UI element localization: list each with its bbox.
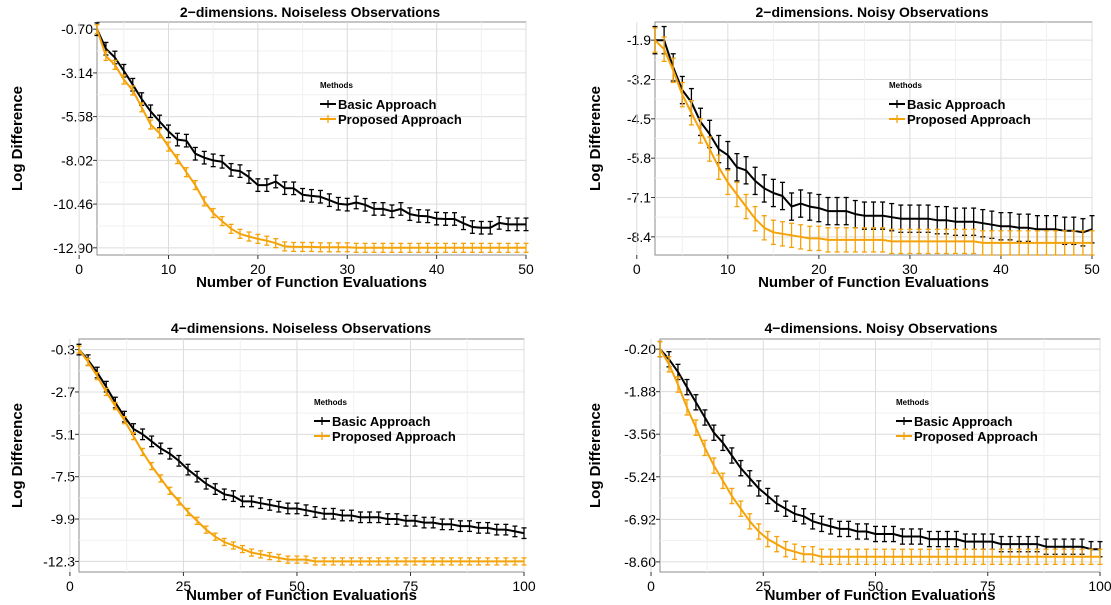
x-axis-label: Number of Function Evaluations — [196, 274, 427, 291]
series-basic — [94, 22, 529, 235]
series-proposed — [657, 340, 1103, 566]
series-line — [655, 39, 1093, 234]
legend-label: Proposed Approach — [914, 429, 1038, 444]
legend-label: Basic Approach — [338, 97, 437, 112]
legend-title: Methods — [889, 81, 922, 90]
chart-panel-2: -1.9 -3.2 -4.5 -5.8 -7.1 -8.4 0 10 20 30 40 50 2−dim… — [587, 4, 1100, 291]
x-tick-label: 0 — [647, 578, 655, 594]
y-tick-label: -12.90 — [53, 240, 93, 256]
series-proposed — [76, 345, 527, 566]
x-axis-label: Number of Function Evaluations — [758, 274, 989, 291]
y-tick-label: -3.14 — [61, 65, 93, 81]
x-tick-label: 0 — [633, 261, 641, 277]
chart-title: 2−dimensions. Noisy Observations — [755, 4, 988, 20]
x-tick-label: 50 — [868, 578, 884, 594]
y-tick-label: -0.70 — [61, 21, 93, 37]
y-tick-label: -0.20 — [624, 341, 656, 357]
x-tick-label: 30 — [902, 261, 918, 277]
x-tick-label: 40 — [429, 261, 445, 277]
x-tick-label: 10 — [161, 261, 177, 277]
legend-title: Methods — [320, 81, 353, 90]
x-tick-label: 50 — [289, 578, 305, 594]
chart-panel-1: -0.70 -3.14 -5.58 -8.02 -10.46 -12.90 0 10 20 30 4… — [9, 4, 534, 291]
x-tick-label: 10 — [720, 261, 736, 277]
x-axis-label: Number of Function Evaluations — [765, 587, 996, 604]
legend-label: Basic Approach — [914, 414, 1013, 429]
y-tick-label: -0.3 — [51, 342, 75, 358]
series-line — [78, 349, 524, 563]
legend-label: Basic Approach — [907, 97, 1006, 112]
y-tick-label: -5.1 — [51, 426, 75, 442]
y-tick-label: -5.58 — [61, 109, 93, 125]
series-line — [654, 39, 1092, 244]
y-axis-label: Log Difference — [9, 86, 26, 191]
y-tick-label: -2.7 — [51, 384, 75, 400]
x-tick-label: 50 — [1084, 261, 1100, 277]
y-tick-label: -6.92 — [624, 511, 656, 527]
chart-title: 4−dimensions. Noiseless Observations — [171, 320, 431, 336]
y-tick-label: -7.5 — [51, 469, 75, 485]
x-tick-label: 75 — [980, 578, 996, 594]
y-axis-label: Log Difference — [587, 86, 604, 191]
y-tick-label: -5.8 — [627, 150, 651, 166]
legend-label: Basic Approach — [332, 414, 431, 429]
y-tick-label: -8.02 — [61, 152, 93, 168]
y-tick-label: -3.2 — [627, 71, 651, 87]
y-axis-label: Log Difference — [587, 403, 604, 508]
y-tick-label: -8.60 — [624, 554, 656, 570]
x-tick-label: 0 — [66, 578, 74, 594]
legend-title: Methods — [314, 398, 347, 407]
x-tick-label: 100 — [1088, 578, 1111, 594]
legend-title: Methods — [896, 398, 929, 407]
x-tick-label: 30 — [339, 261, 355, 277]
y-tick-label: -4.5 — [627, 111, 651, 127]
y-tick-label: -10.46 — [53, 196, 93, 212]
y-tick-label: -7.1 — [627, 190, 651, 206]
x-tick-label: 75 — [403, 578, 419, 594]
series-basic — [657, 340, 1103, 558]
x-axis-label: Number of Function Evaluations — [186, 587, 417, 604]
series-proposed — [652, 27, 1095, 256]
y-tick-label: -3.56 — [624, 426, 656, 442]
x-tick-label: 20 — [811, 261, 827, 277]
x-tick-label: 50 — [518, 261, 534, 277]
x-tick-label: 100 — [512, 578, 536, 594]
x-tick-label: 20 — [250, 261, 266, 277]
chart-title: 4−dimensions. Noisy Observations — [764, 320, 997, 336]
legend-label: Proposed Approach — [332, 429, 456, 444]
series-line — [78, 348, 525, 535]
chart-panel-3: -0.3 -2.7 -5.1 -7.5 -9.9 -12.3 0 25 50 75 100 4−dim… — [9, 320, 536, 604]
chart-panel-4: -0.20 -1.88 -3.56 -5.24 -6.92 -8.60 0 25 50 75 100… — [587, 320, 1111, 604]
x-tick-label: 25 — [755, 578, 771, 594]
y-tick-label: -12.3 — [43, 553, 75, 569]
x-tick-label: 25 — [176, 578, 192, 594]
x-tick-label: 40 — [993, 261, 1009, 277]
x-tick-label: 0 — [75, 261, 83, 277]
series-line — [659, 348, 1100, 551]
y-tick-label: -8.4 — [627, 229, 651, 245]
y-axis-label: Log Difference — [9, 403, 26, 508]
y-tick-label: -5.24 — [624, 469, 656, 485]
chart-title: 2−dimensions. Noiseless Observations — [180, 4, 440, 20]
series-line — [96, 28, 526, 249]
y-tick-label: -1.88 — [624, 384, 656, 400]
series-proposed — [94, 24, 529, 253]
legend-label: Proposed Approach — [338, 112, 462, 127]
series-line — [659, 348, 1100, 558]
series-line — [96, 28, 526, 229]
y-tick-label: -9.9 — [51, 511, 75, 527]
y-tick-label: -1.9 — [627, 32, 651, 48]
legend-label: Proposed Approach — [907, 112, 1031, 127]
